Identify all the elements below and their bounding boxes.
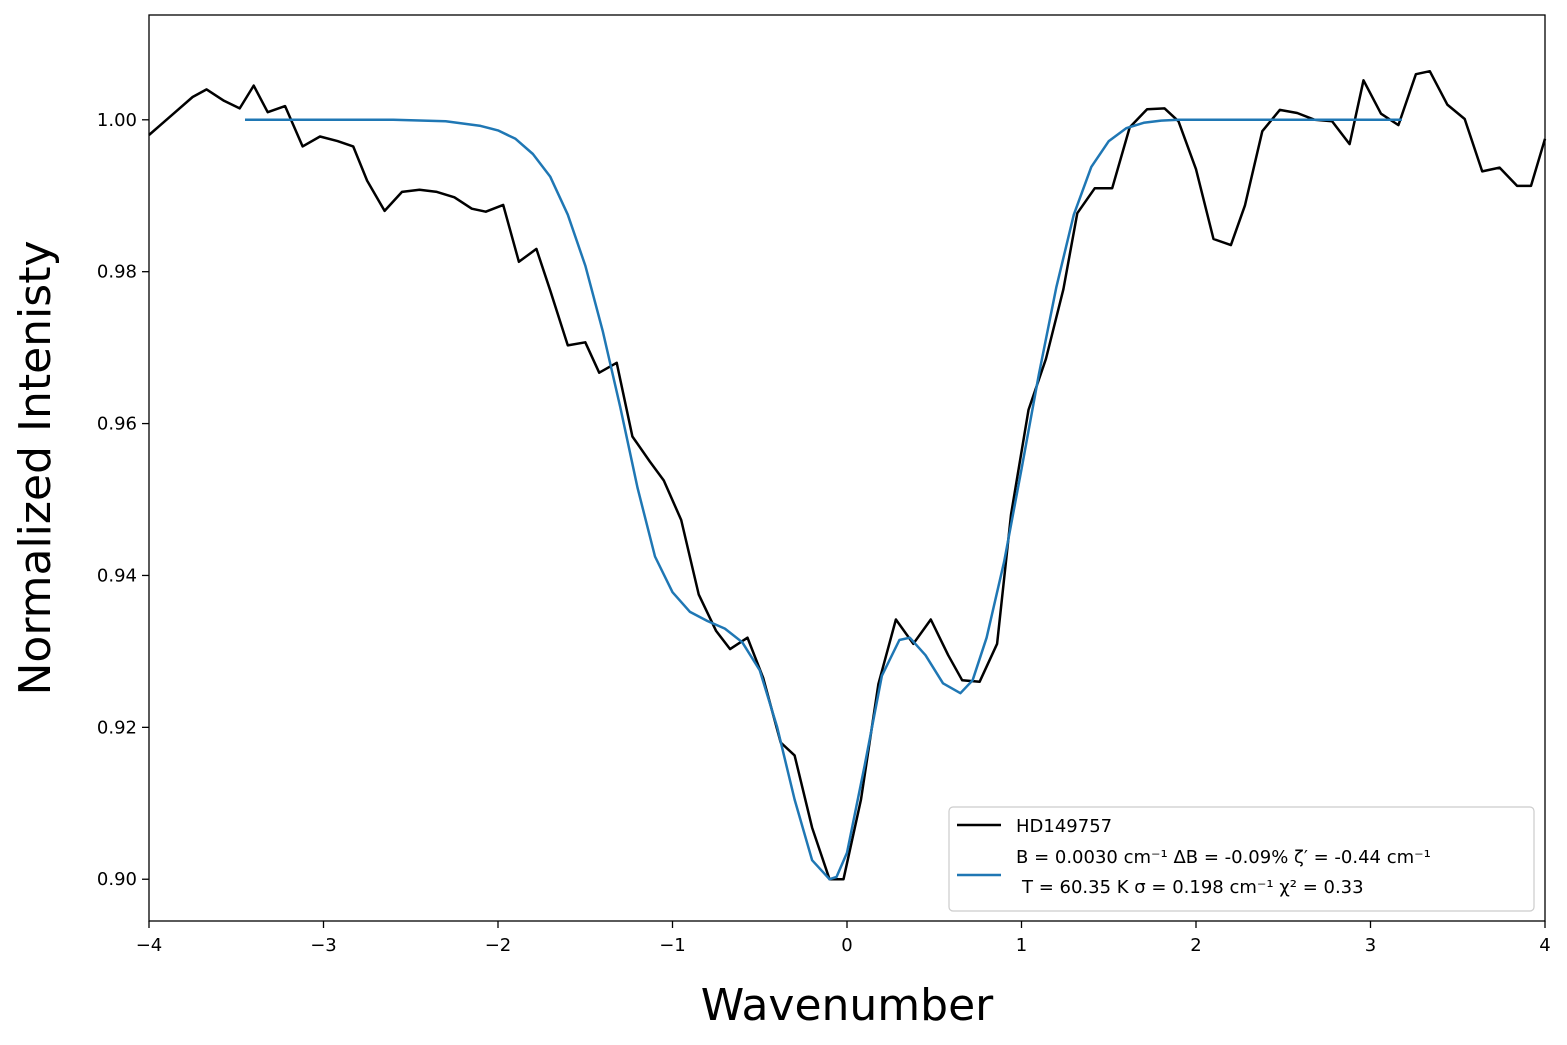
legend-label-model-line2: T = 60.35 K σ = 0.198 cm⁻¹ χ² = 0.33 — [1021, 877, 1364, 898]
x-tick-label: −4 — [136, 935, 163, 956]
y-tick-label: 0.96 — [97, 414, 137, 435]
plot-area — [148, 69, 1547, 881]
x-tick-label: −2 — [485, 935, 512, 956]
legend-label-model-line1: B = 0.0030 cm⁻¹ ΔB = -0.09% ζ′ = -0.44 c… — [1016, 847, 1431, 868]
y-tick-label: 0.98 — [97, 262, 137, 283]
x-tick-label: −3 — [310, 935, 337, 956]
x-tick-label: 0 — [841, 935, 852, 956]
y-tick-label: 1.00 — [97, 110, 137, 131]
legend: HD149757 B = 0.0030 cm⁻¹ ΔB = -0.09% ζ′ … — [948, 806, 1535, 912]
x-axis-title: Wavenumber — [701, 980, 994, 1031]
x-tick-label: 1 — [1016, 935, 1027, 956]
plot-frame — [148, 14, 1546, 922]
series-line-model — [245, 118, 1402, 881]
x-tick-label: 3 — [1365, 935, 1376, 956]
y-tick-label: 0.90 — [97, 869, 137, 890]
x-tick-label: 2 — [1190, 935, 1201, 956]
y-tick-label: 0.94 — [97, 565, 137, 586]
legend-box — [948, 806, 1535, 912]
axis-ticks: −4 −3 −2 −1 0 1 2 3 4 0.90 0.92 0.94 0.96 0.98 1.00 — [97, 110, 1551, 956]
y-tick-label: 0.92 — [97, 717, 137, 738]
y-axis-title: Normalized Intenisty — [10, 240, 61, 695]
x-tick-label: −1 — [659, 935, 686, 956]
legend-label-observed: HD149757 — [1016, 816, 1112, 837]
x-tick-label: 4 — [1539, 935, 1550, 956]
